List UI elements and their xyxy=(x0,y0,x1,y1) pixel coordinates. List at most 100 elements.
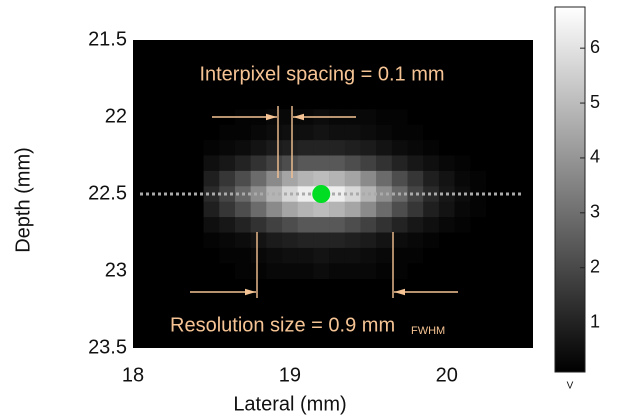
heatmap-cell xyxy=(408,248,424,264)
heatmap-cell xyxy=(439,156,455,172)
heatmap-cell xyxy=(219,263,235,279)
heatmap-cell xyxy=(376,171,392,187)
heatmap-cell xyxy=(204,263,220,279)
heatmap-cell xyxy=(266,248,282,264)
x-tick-label: 18 xyxy=(122,364,144,386)
heatmap-cell xyxy=(282,217,298,233)
heatmap-cell xyxy=(204,202,220,218)
heatmap-cell xyxy=(408,140,424,156)
heatmap-cell xyxy=(329,125,345,141)
heatmap-cell xyxy=(408,186,424,202)
heatmap-cell xyxy=(360,217,376,233)
heatmap-cell xyxy=(345,217,361,233)
heatmap-cell xyxy=(235,263,251,279)
heatmap-cell xyxy=(376,109,392,125)
heatmap-cell xyxy=(376,233,392,249)
heatmap-cell xyxy=(298,248,314,264)
heatmap-cell xyxy=(455,140,471,156)
heatmap-cell xyxy=(266,156,282,172)
heatmap-cell xyxy=(392,109,408,125)
heatmap-cell xyxy=(486,233,502,249)
heatmap-cell xyxy=(235,248,251,264)
heatmap-cell xyxy=(204,248,220,264)
heatmap-cell xyxy=(298,140,314,156)
heatmap-cell xyxy=(251,202,267,218)
heatmap-cell xyxy=(298,233,314,249)
heatmap-cell xyxy=(439,217,455,233)
heatmap-cell xyxy=(455,202,471,218)
heatmap-cell xyxy=(219,248,235,264)
heatmap-cell xyxy=(423,248,439,264)
heatmap-cell xyxy=(486,109,502,125)
heatmap-cell xyxy=(219,233,235,249)
colorbar-tick-label: 3 xyxy=(590,202,600,222)
heatmap-cell xyxy=(219,140,235,156)
heatmap-cell xyxy=(455,233,471,249)
heatmap-cell xyxy=(313,248,329,264)
heatmap-cell xyxy=(282,233,298,249)
heatmap-cell xyxy=(360,263,376,279)
heatmap-cell xyxy=(470,125,486,141)
heatmap-cell xyxy=(313,140,329,156)
heatmap-cell xyxy=(298,217,314,233)
heatmap-cell xyxy=(455,263,471,279)
heatmap-cell xyxy=(235,233,251,249)
heatmap-cell xyxy=(251,140,267,156)
x-tick-label: 19 xyxy=(279,364,301,386)
heatmap-cell xyxy=(204,140,220,156)
heatmap-cell xyxy=(219,202,235,218)
heatmap-cell xyxy=(345,248,361,264)
x-axis-label: Lateral (mm) xyxy=(233,393,346,415)
heatmap-cell xyxy=(313,217,329,233)
heatmap-cell xyxy=(470,263,486,279)
heatmap-cell xyxy=(298,125,314,141)
heatmap-cell xyxy=(408,263,424,279)
heatmap-cell xyxy=(470,233,486,249)
colorbar-tick-label: 1 xyxy=(590,311,600,331)
heatmap-cell xyxy=(423,233,439,249)
heatmap-cell xyxy=(392,202,408,218)
heatmap-cell xyxy=(204,125,220,141)
heatmap-cell xyxy=(266,171,282,187)
y-tick-label: 22.5 xyxy=(88,182,127,204)
heatmap-cell xyxy=(251,248,267,264)
heatmap-cell xyxy=(392,233,408,249)
x-tick-label: 20 xyxy=(436,364,458,386)
heatmap-cell xyxy=(282,140,298,156)
heatmap-cell xyxy=(204,233,220,249)
heatmap-cell xyxy=(298,171,314,187)
heatmap-cell xyxy=(266,233,282,249)
colorbar-tick-label: 5 xyxy=(590,92,600,112)
heatmap-cell xyxy=(408,202,424,218)
heatmap-cell xyxy=(439,248,455,264)
heatmap-cell xyxy=(392,217,408,233)
heatmap-cell xyxy=(392,263,408,279)
heatmap-cell xyxy=(408,156,424,172)
heatmap-cell xyxy=(313,233,329,249)
heatmap-cell xyxy=(470,202,486,218)
heatmap-cell xyxy=(219,217,235,233)
heatmap-cell xyxy=(486,125,502,141)
heatmap-cell xyxy=(486,171,502,187)
heatmap-cell xyxy=(439,263,455,279)
heatmap-cell xyxy=(455,109,471,125)
heatmap-cell xyxy=(408,125,424,141)
heatmap-cell xyxy=(298,202,314,218)
heatmap-cell xyxy=(266,140,282,156)
heatmap-cell xyxy=(298,186,314,202)
heatmap-cell xyxy=(360,125,376,141)
heatmap-cell xyxy=(392,171,408,187)
heatmap-cell xyxy=(298,263,314,279)
annotation: Resolution size = 0.9 mm xyxy=(170,314,395,336)
heatmap-cell xyxy=(204,171,220,187)
heatmap-cell xyxy=(219,156,235,172)
heatmap-cell xyxy=(282,156,298,172)
colorbar-tick-label: 4 xyxy=(590,147,600,167)
y-tick-label: 23.5 xyxy=(88,336,127,358)
heatmap-cell xyxy=(376,248,392,264)
heatmap-cell xyxy=(408,109,424,125)
heatmap-cell xyxy=(408,171,424,187)
colorbar-tick-label: 2 xyxy=(590,256,600,276)
heatmap-cell xyxy=(251,186,267,202)
heatmap-cell xyxy=(329,263,345,279)
